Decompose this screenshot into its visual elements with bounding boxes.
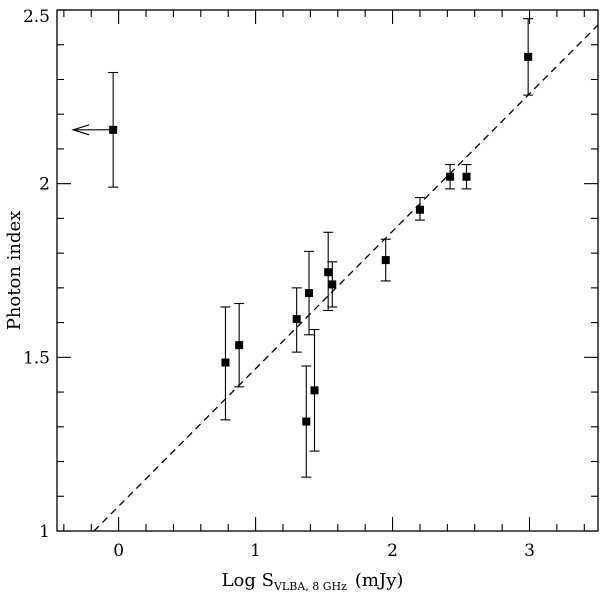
x-tick-label: 2 — [387, 541, 398, 561]
x-axis-title: Log SVLBA, 8 GHz (mJy) — [222, 570, 404, 593]
x-axis-title-suffix: (mJy) — [355, 570, 404, 591]
data-point — [380, 238, 391, 282]
point-marker — [328, 280, 337, 289]
point-marker — [524, 52, 533, 61]
data-point — [304, 250, 315, 336]
data-point — [327, 261, 338, 308]
data-point — [461, 164, 472, 190]
x-axis-title-prefix: Log S — [222, 570, 274, 591]
x-axis-title-subscript: VLBA, 8 GHz — [273, 580, 347, 593]
plot-frame — [56, 9, 599, 532]
point-marker — [446, 172, 455, 181]
y-tick-label: 2.5 — [23, 7, 50, 27]
y-tick-label: 2 — [39, 175, 50, 195]
point-marker — [292, 315, 301, 324]
x-tick-label: 1 — [250, 541, 261, 561]
x-tick-label: 0 — [113, 541, 124, 561]
data-point — [323, 231, 334, 311]
upper-limit-arrow-head — [71, 124, 90, 136]
data-point — [523, 18, 534, 96]
data-point — [71, 71, 119, 188]
data-point — [234, 302, 245, 388]
point-marker — [302, 417, 311, 426]
y-tick-label: 1 — [39, 522, 50, 542]
axis-ticks — [57, 9, 598, 532]
point-marker — [415, 205, 424, 214]
point-marker — [310, 386, 319, 395]
data-point — [291, 287, 302, 353]
point-marker — [462, 172, 471, 181]
x-tick-label: 3 — [524, 541, 535, 561]
tick-labels: 0 1 2 3 1 1.5 2 2.5 — [23, 7, 535, 561]
point-marker — [305, 289, 314, 298]
point-marker — [381, 256, 390, 265]
point-marker — [324, 268, 333, 277]
y-tick-label: 1.5 — [23, 348, 50, 368]
point-marker — [221, 358, 230, 367]
data-point — [445, 164, 456, 190]
data-point — [220, 306, 231, 421]
point-marker — [235, 341, 244, 350]
data-point — [301, 365, 312, 478]
data-points — [71, 18, 534, 478]
data-point — [414, 197, 425, 221]
fit-line — [93, 24, 599, 532]
y-axis-title: Photon index — [4, 211, 25, 331]
data-point — [309, 328, 320, 452]
